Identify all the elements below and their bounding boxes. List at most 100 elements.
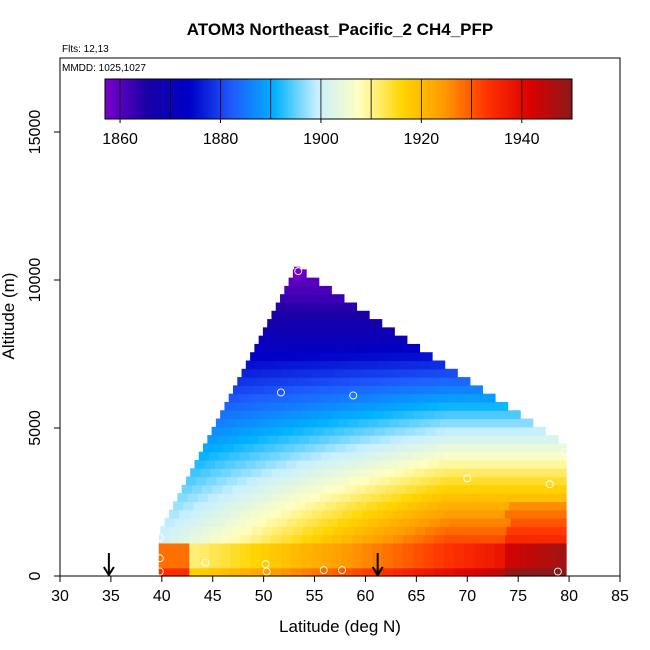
colorbar-segment xyxy=(268,79,272,119)
heatmap-cell xyxy=(261,468,273,478)
heatmap-cell xyxy=(487,484,498,494)
heatmap-cell xyxy=(505,468,517,478)
colorbar-segment xyxy=(110,79,114,119)
colorbar-segment xyxy=(235,79,239,119)
x-tick-label: 30 xyxy=(51,588,69,605)
heatmap-cell xyxy=(386,443,398,453)
heatmap-cell xyxy=(177,493,189,503)
heatmap-cell xyxy=(240,567,251,577)
heatmap-cell xyxy=(365,443,377,453)
heatmap-cell xyxy=(493,393,496,403)
heatmap-cell xyxy=(495,410,506,420)
heatmap-cell xyxy=(494,567,506,577)
heatmap-cell xyxy=(382,551,394,561)
colorbar-segment xyxy=(398,79,402,119)
colorbar-segment xyxy=(330,79,334,119)
colorbar-segment xyxy=(494,79,498,119)
heatmap-cell xyxy=(504,542,516,552)
heatmap-cell xyxy=(346,501,357,511)
heatmap-cell xyxy=(478,501,490,511)
heatmap-cell xyxy=(435,368,446,378)
heatmap-cell xyxy=(267,377,279,386)
heatmap-cell xyxy=(257,476,268,486)
heatmap-cell xyxy=(269,393,281,403)
heatmap-cell xyxy=(466,484,478,494)
heatmap-cell xyxy=(242,484,254,494)
colorbar-segment xyxy=(150,79,154,119)
heatmap-cell xyxy=(464,410,476,420)
x-axis-label: Latitude (deg N) xyxy=(279,617,401,636)
heatmap-cell xyxy=(349,435,361,444)
heatmap-cell xyxy=(241,368,253,378)
heatmap-cell xyxy=(199,509,211,519)
heatmap-cell xyxy=(397,401,409,411)
heatmap-cell xyxy=(474,509,486,519)
heatmap-cell xyxy=(228,393,240,403)
heatmap-cell xyxy=(362,352,373,362)
heatmap-cell xyxy=(347,517,359,527)
heatmap-cell xyxy=(541,517,553,527)
heatmap-cell xyxy=(330,294,342,304)
heatmap-cell xyxy=(304,385,316,395)
heatmap-cell xyxy=(331,534,343,544)
heatmap-cell xyxy=(395,484,407,494)
colorbar-segment xyxy=(408,79,412,119)
heatmap-cell xyxy=(534,451,546,461)
heatmap-cell xyxy=(293,484,305,494)
heatmap-cell xyxy=(309,435,320,444)
heatmap-cell xyxy=(433,559,445,569)
colorbar-segment xyxy=(451,79,455,119)
colorbar-segment xyxy=(484,79,488,119)
heatmap-cell xyxy=(316,459,328,469)
heatmap-cell xyxy=(268,335,280,345)
heatmap-cell xyxy=(252,484,264,494)
heatmap-cell xyxy=(395,385,407,395)
heatmap-cell xyxy=(510,517,522,527)
heatmap-cell xyxy=(450,476,462,486)
heatmap-cell xyxy=(248,435,259,444)
heatmap-cell xyxy=(306,459,318,469)
heatmap-cell xyxy=(189,542,201,552)
heatmap-cell xyxy=(443,509,455,519)
heatmap-cell xyxy=(368,517,379,527)
heatmap-cell xyxy=(267,476,279,486)
heatmap-cell xyxy=(408,360,420,370)
heatmap-cell xyxy=(489,401,500,411)
heatmap-cell xyxy=(242,426,253,436)
colorbar-segment xyxy=(556,79,560,119)
heatmap-cell xyxy=(344,385,356,395)
heatmap-field xyxy=(158,266,567,577)
heatmap-cell xyxy=(477,443,489,453)
heatmap-cell xyxy=(251,368,263,378)
heatmap-cell xyxy=(506,426,518,436)
heatmap-cell xyxy=(250,410,262,420)
colorbar-segment xyxy=(140,79,144,119)
heatmap-cell xyxy=(406,443,418,453)
colorbar: 1860 1880 1900 1920 1940 xyxy=(102,78,573,148)
heatmap-cell xyxy=(260,509,272,519)
heatmap-cell xyxy=(520,459,532,469)
colorbar-segment xyxy=(115,79,119,119)
sample-point xyxy=(545,480,554,489)
heatmap-cell xyxy=(492,435,504,444)
heatmap-cell xyxy=(268,435,280,444)
heatmap-cell xyxy=(343,526,355,536)
heatmap-cell xyxy=(234,501,245,511)
heatmap-cell xyxy=(535,534,547,544)
heatmap-cell xyxy=(459,459,471,469)
heatmap-cell xyxy=(477,385,483,395)
heatmap-cell xyxy=(499,459,511,469)
heatmap-cell xyxy=(413,567,425,577)
heatmap-cell xyxy=(365,385,377,395)
heatmap-cell xyxy=(397,501,408,511)
heatmap-cell xyxy=(342,551,353,561)
heatmap-cell xyxy=(428,459,440,469)
colorbar-segment xyxy=(546,79,550,119)
colorbar-segment xyxy=(428,79,432,119)
heatmap-cell xyxy=(383,468,395,478)
heatmap-cell xyxy=(307,517,318,527)
heatmap-cell xyxy=(191,484,203,494)
heatmap-cell xyxy=(353,368,365,378)
heatmap-cell xyxy=(158,534,170,544)
heatmap-cell xyxy=(260,559,272,569)
